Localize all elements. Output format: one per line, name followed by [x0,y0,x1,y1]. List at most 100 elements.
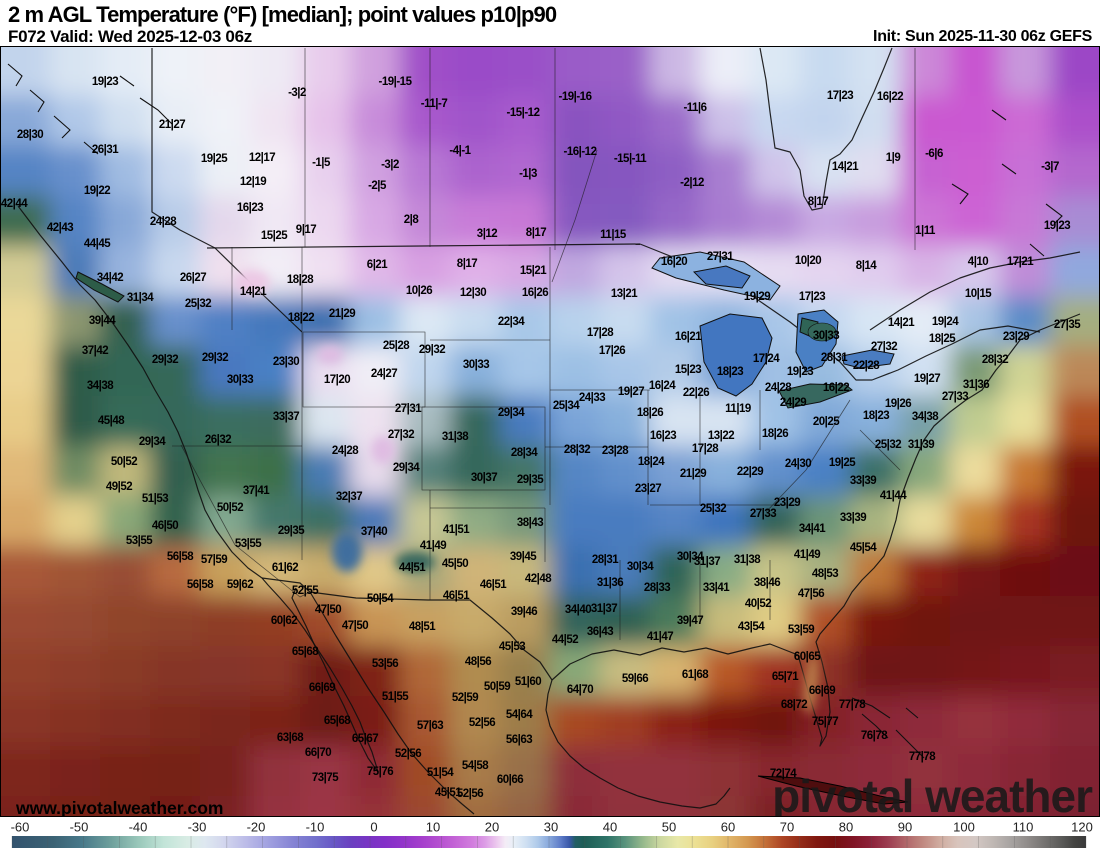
svg-text:61|68: 61|68 [682,669,709,681]
svg-text:30|37: 30|37 [471,472,497,484]
svg-text:65|68: 65|68 [292,646,319,658]
svg-text:8|17: 8|17 [526,227,547,239]
svg-text:17|26: 17|26 [599,345,625,357]
svg-text:9|17: 9|17 [296,224,317,236]
svg-text:38|43: 38|43 [517,517,543,529]
svg-text:15|25: 15|25 [261,230,288,242]
svg-text:14|21: 14|21 [240,286,267,298]
svg-text:36|43: 36|43 [587,626,613,638]
svg-text:59|66: 59|66 [622,673,648,685]
svg-text:21|27: 21|27 [159,119,185,131]
svg-text:73|75: 73|75 [312,772,339,784]
svg-text:64|70: 64|70 [567,684,593,696]
svg-text:48|56: 48|56 [465,656,491,668]
svg-text:23|29: 23|29 [774,497,800,509]
svg-text:28|32: 28|32 [982,354,1008,366]
svg-text:19|27: 19|27 [914,373,940,385]
svg-text:18|23: 18|23 [863,410,889,422]
svg-text:17|21: 17|21 [1007,256,1034,268]
svg-text:23|28: 23|28 [602,445,629,457]
svg-text:-40: -40 [129,820,148,835]
svg-text:24|28: 24|28 [765,382,792,394]
svg-text:-19|-15: -19|-15 [379,76,413,88]
svg-text:72|74: 72|74 [770,768,797,780]
svg-text:44|51: 44|51 [399,562,426,574]
svg-text:56|63: 56|63 [506,734,532,746]
svg-text:16|22: 16|22 [823,382,849,394]
svg-text:16|23: 16|23 [650,430,676,442]
svg-text:-11|-7: -11|-7 [421,98,448,110]
svg-text:10|26: 10|26 [406,285,432,297]
svg-text:45|54: 45|54 [850,542,877,554]
svg-text:39|44: 39|44 [89,315,116,327]
svg-text:47|56: 47|56 [798,588,824,600]
svg-text:27|32: 27|32 [871,341,897,353]
svg-text:52|55: 52|55 [292,585,319,597]
svg-text:52|56: 52|56 [457,788,483,800]
svg-text:30: 30 [544,820,558,835]
svg-text:22|29: 22|29 [737,466,763,478]
svg-text:42|43: 42|43 [47,222,73,234]
svg-text:14|21: 14|21 [888,317,915,329]
svg-text:45|51: 45|51 [435,787,462,799]
svg-text:54|58: 54|58 [462,760,489,772]
svg-text:19|23: 19|23 [787,366,813,378]
svg-text:15|23: 15|23 [675,364,701,376]
svg-text:-1|5: -1|5 [312,157,331,169]
svg-text:30|33: 30|33 [813,330,839,342]
svg-text:16|22: 16|22 [877,91,903,103]
svg-text:51|60: 51|60 [515,676,541,688]
svg-text:50|54: 50|54 [367,593,394,605]
svg-text:28|34: 28|34 [511,447,538,459]
svg-text:46|50: 46|50 [152,520,178,532]
svg-text:47|50: 47|50 [315,604,341,616]
svg-text:24|27: 24|27 [371,368,397,380]
svg-text:-11|6: -11|6 [683,102,706,114]
svg-text:80: 80 [839,820,853,835]
svg-text:37|41: 37|41 [243,485,270,497]
svg-text:59|62: 59|62 [227,579,253,591]
svg-text:48|51: 48|51 [409,621,436,633]
svg-text:53|55: 53|55 [235,538,262,550]
svg-text:pivotal weather: pivotal weather [772,770,1093,817]
svg-text:17|23: 17|23 [827,90,853,102]
svg-text:18|28: 18|28 [287,274,314,286]
svg-text:25|32: 25|32 [700,503,726,515]
svg-text:18|26: 18|26 [762,428,788,440]
svg-text:31|37: 31|37 [694,556,720,568]
svg-text:8|17: 8|17 [808,196,829,208]
svg-text:-15|-11: -15|-11 [614,153,647,165]
svg-text:23|30: 23|30 [273,356,299,368]
svg-text:52|56: 52|56 [469,717,495,729]
svg-text:40|52: 40|52 [745,598,771,610]
svg-text:11|15: 11|15 [600,229,627,241]
svg-text:50: 50 [662,820,676,835]
svg-text:4|10: 4|10 [968,256,989,268]
svg-text:27|31: 27|31 [707,251,734,263]
svg-text:-1|3: -1|3 [519,168,537,180]
svg-text:25|28: 25|28 [383,340,410,352]
svg-text:63|68: 63|68 [277,732,304,744]
svg-text:29|34: 29|34 [139,436,166,448]
svg-text:24|28: 24|28 [150,216,177,228]
svg-text:-3|2: -3|2 [381,159,399,171]
svg-text:10|15: 10|15 [965,288,992,300]
svg-text:22|26: 22|26 [683,387,709,399]
svg-text:29|34: 29|34 [393,462,420,474]
svg-text:29|35: 29|35 [517,474,544,486]
svg-text:29|32: 29|32 [419,344,445,356]
svg-text:65|71: 65|71 [772,671,799,683]
svg-text:34|38: 34|38 [912,411,939,423]
svg-text:34|40: 34|40 [565,604,591,616]
svg-text:30|33: 30|33 [227,374,253,386]
svg-text:38|46: 38|46 [754,577,780,589]
svg-text:46|51: 46|51 [480,579,507,591]
svg-text:53|55: 53|55 [126,535,153,547]
svg-text:41|49: 41|49 [794,549,820,561]
svg-text:27|35: 27|35 [1054,319,1081,331]
svg-text:34|41: 34|41 [799,523,826,535]
svg-text:25|32: 25|32 [875,439,901,451]
svg-text:50|59: 50|59 [484,681,510,693]
svg-text:41|49: 41|49 [420,540,446,552]
svg-text:66|69: 66|69 [809,685,835,697]
